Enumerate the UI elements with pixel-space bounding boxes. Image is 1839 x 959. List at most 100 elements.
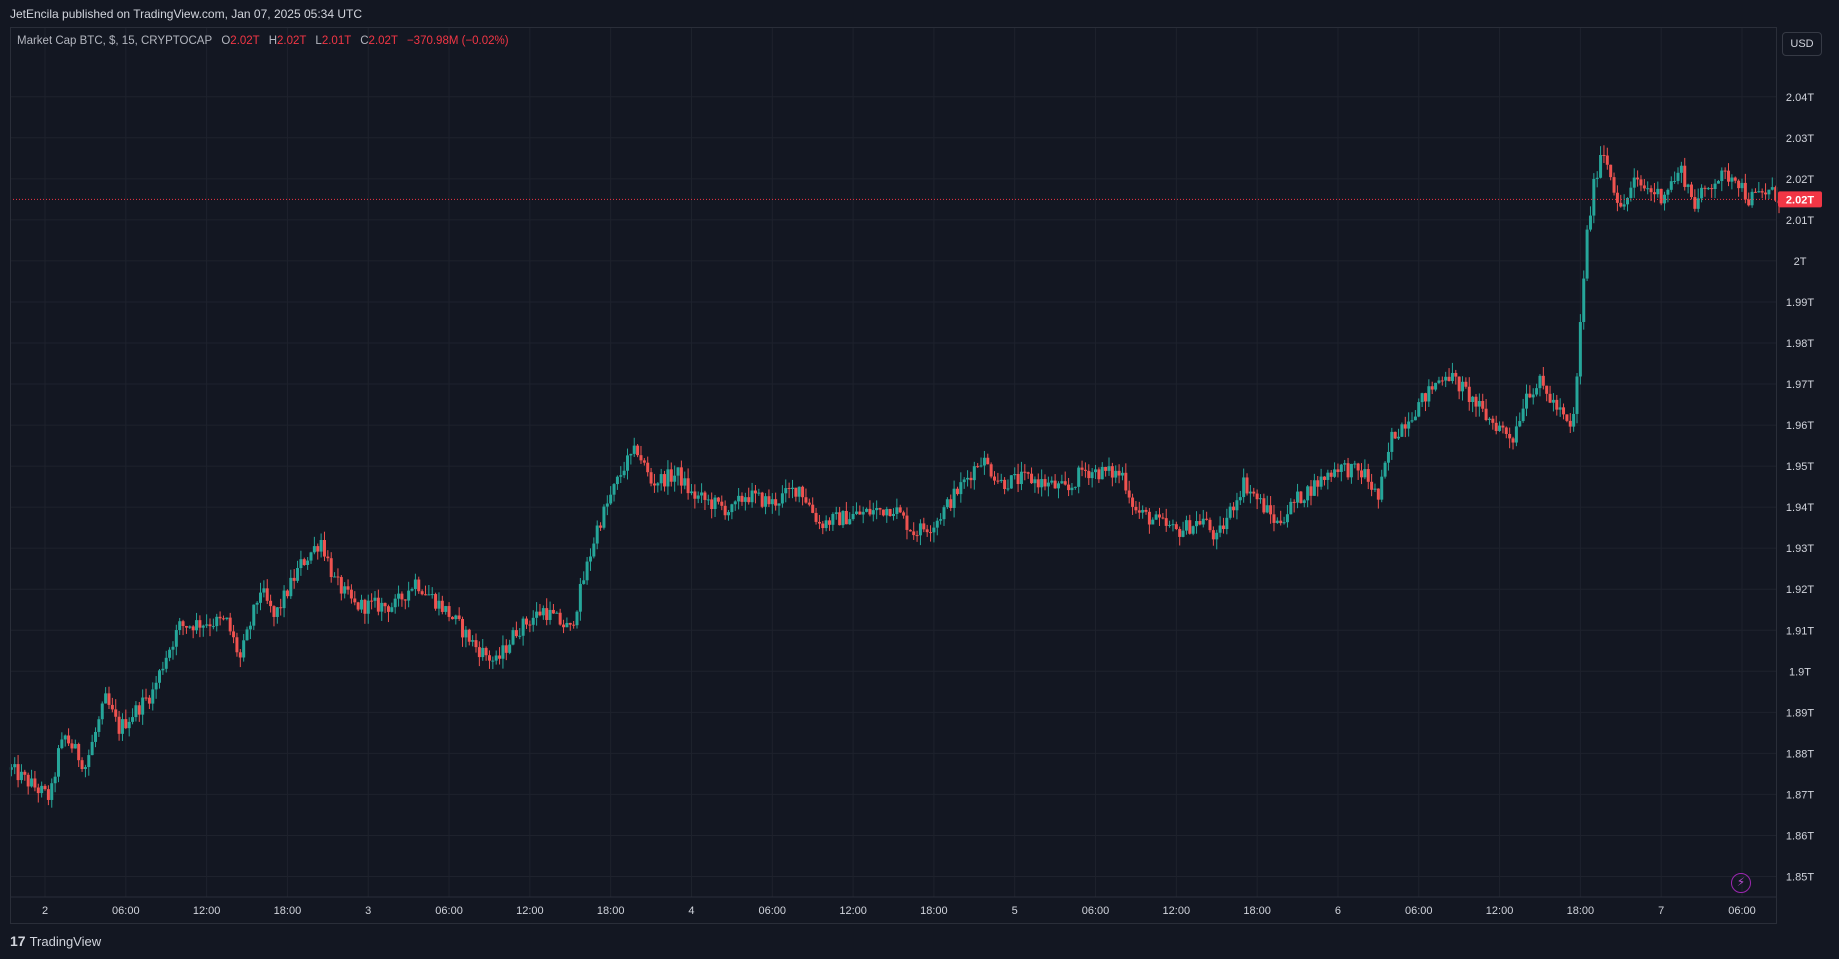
candle-body bbox=[713, 497, 717, 510]
candle-body bbox=[922, 523, 926, 530]
candle-body bbox=[1053, 480, 1057, 489]
last-price-badge bbox=[1778, 191, 1822, 208]
candle-body bbox=[979, 465, 983, 467]
candle-body bbox=[1511, 438, 1515, 443]
close-value: 2.02T bbox=[368, 35, 398, 47]
candle-body bbox=[844, 510, 848, 525]
candle-body bbox=[1171, 524, 1175, 526]
candle-body bbox=[727, 512, 731, 516]
symbol-label[interactable]: Market Cap BTC, $, 15, CRYPTOCAP bbox=[17, 35, 213, 47]
candle-body bbox=[477, 647, 481, 658]
candle-body bbox=[1380, 476, 1384, 500]
candle-body bbox=[211, 626, 215, 628]
candle-body bbox=[801, 486, 805, 498]
candle-body bbox=[501, 645, 505, 659]
candle-body bbox=[841, 510, 845, 526]
x-tick-label: 2 bbox=[42, 905, 48, 917]
candle-body bbox=[1063, 481, 1067, 485]
tradingview-brand[interactable]: 17 TradingView bbox=[10, 933, 101, 949]
candle-body bbox=[949, 499, 953, 508]
candle-body bbox=[1131, 497, 1135, 507]
candle-body bbox=[595, 525, 599, 544]
candle-body bbox=[1272, 514, 1276, 523]
candle-body bbox=[1652, 192, 1656, 195]
candle-body bbox=[541, 608, 545, 616]
candle-body bbox=[326, 556, 330, 559]
last-price-line: 2.02T bbox=[10, 191, 1822, 208]
candle-body bbox=[1582, 278, 1586, 323]
candle-body bbox=[141, 697, 145, 715]
candle-body bbox=[1612, 177, 1616, 193]
lightning-icon[interactable]: ⚡ bbox=[1731, 873, 1751, 893]
candle-body bbox=[1339, 464, 1343, 472]
time-axis: 2 06:00 12:00 18:00 3 06:00 12:00 18:00 4 06:00 12… bbox=[10, 896, 1777, 917]
candle-body bbox=[1423, 393, 1427, 402]
candle-body bbox=[1477, 400, 1481, 407]
candle-body bbox=[454, 615, 458, 620]
candle-body bbox=[450, 616, 454, 620]
x-tick-label: 06:00 bbox=[112, 905, 140, 917]
x-tick-label: 06:00 bbox=[759, 905, 787, 917]
candle-body bbox=[296, 568, 300, 581]
candle-body bbox=[420, 591, 424, 595]
candle-body bbox=[1336, 469, 1340, 472]
candle-body bbox=[966, 477, 970, 480]
candle-body bbox=[824, 520, 828, 529]
candle-body bbox=[161, 668, 165, 671]
candle-body bbox=[484, 647, 488, 656]
last-price-label: 2.02T bbox=[1786, 194, 1814, 206]
candle-body bbox=[1447, 376, 1451, 382]
candle-body bbox=[201, 625, 205, 628]
candle-body bbox=[780, 493, 784, 504]
candle-body bbox=[612, 484, 616, 495]
candle-body bbox=[797, 486, 801, 497]
candle-body bbox=[1663, 194, 1667, 204]
candle-body bbox=[1060, 481, 1064, 484]
candle-body bbox=[218, 616, 222, 619]
candle-body bbox=[545, 608, 549, 620]
candle-body bbox=[1417, 402, 1421, 417]
candle-body bbox=[1218, 525, 1222, 533]
candle-body bbox=[1487, 418, 1491, 421]
candle-body bbox=[1201, 518, 1205, 525]
candle-body bbox=[1056, 483, 1060, 489]
candle-body bbox=[60, 739, 64, 749]
candle-body bbox=[131, 717, 135, 722]
candle-body bbox=[1356, 463, 1360, 471]
candle-body bbox=[117, 716, 121, 734]
y-tick-label: 1.95T bbox=[1786, 461, 1814, 473]
candle-body bbox=[599, 525, 603, 528]
candle-body bbox=[878, 508, 882, 510]
candle-body bbox=[1450, 372, 1454, 382]
candle-body bbox=[1292, 501, 1296, 503]
currency-button[interactable]: USD bbox=[1782, 32, 1822, 56]
candle-body bbox=[1097, 469, 1101, 480]
candle-body bbox=[1397, 436, 1401, 439]
candle-body bbox=[1386, 451, 1390, 463]
candle-body bbox=[1555, 399, 1559, 410]
y-tick-label: 1.88T bbox=[1786, 748, 1814, 760]
candle-body bbox=[733, 501, 737, 505]
candle-body bbox=[999, 479, 1003, 482]
candle-body bbox=[1568, 420, 1572, 427]
candle-body bbox=[1376, 488, 1380, 500]
candle-body bbox=[423, 594, 427, 596]
candle-body bbox=[353, 598, 357, 603]
candle-body bbox=[208, 624, 212, 627]
y-tick-label: 1.94T bbox=[1786, 502, 1814, 514]
candle-body bbox=[481, 647, 485, 658]
candle-body bbox=[905, 515, 909, 530]
chart-frame bbox=[10, 27, 1777, 924]
candle-body bbox=[811, 504, 815, 513]
y-tick-label: 2.02T bbox=[1786, 174, 1814, 186]
y-tick-label: 1.87T bbox=[1786, 789, 1814, 801]
candle-body bbox=[1622, 204, 1626, 207]
y-tick-label: 1.99T bbox=[1786, 297, 1814, 309]
candle-body bbox=[1285, 514, 1289, 523]
candle-body bbox=[676, 467, 680, 476]
candle-body bbox=[945, 499, 949, 508]
candle-body bbox=[228, 617, 232, 632]
candle-body bbox=[1767, 189, 1771, 195]
candle-body bbox=[925, 529, 929, 533]
